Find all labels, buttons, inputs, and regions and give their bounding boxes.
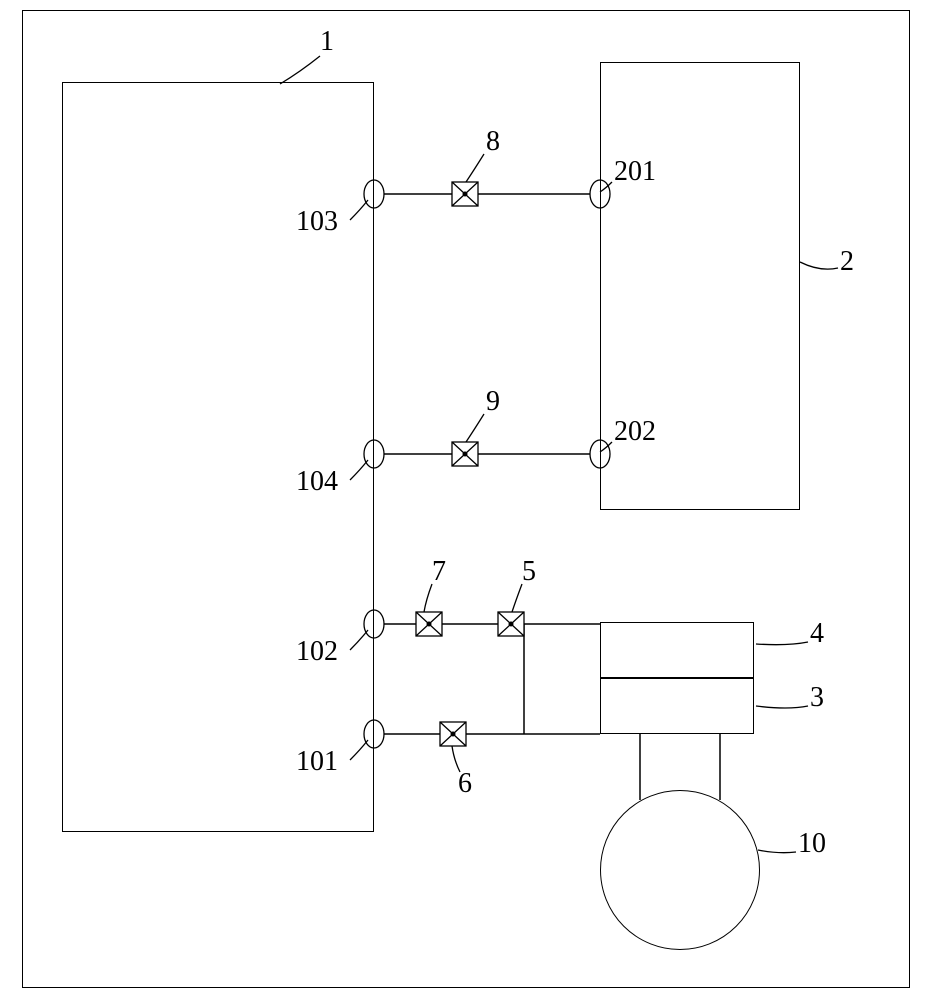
label-10: 10 [798, 828, 826, 860]
label-102: 102 [296, 636, 338, 668]
label-104: 104 [296, 466, 338, 498]
label-3: 3 [810, 682, 824, 714]
label-6: 6 [458, 768, 472, 800]
label-202: 202 [614, 416, 656, 448]
label-4: 4 [810, 618, 824, 650]
block-3 [600, 678, 754, 734]
block-1 [62, 82, 374, 832]
label-1: 1 [320, 26, 334, 58]
circle-10 [600, 790, 760, 950]
label-101: 101 [296, 746, 338, 778]
block-4 [600, 622, 754, 678]
label-2: 2 [840, 246, 854, 278]
label-7: 7 [432, 556, 446, 588]
label-8: 8 [486, 126, 500, 158]
label-103: 103 [296, 206, 338, 238]
label-5: 5 [522, 556, 536, 588]
label-201: 201 [614, 156, 656, 188]
label-9: 9 [486, 386, 500, 418]
